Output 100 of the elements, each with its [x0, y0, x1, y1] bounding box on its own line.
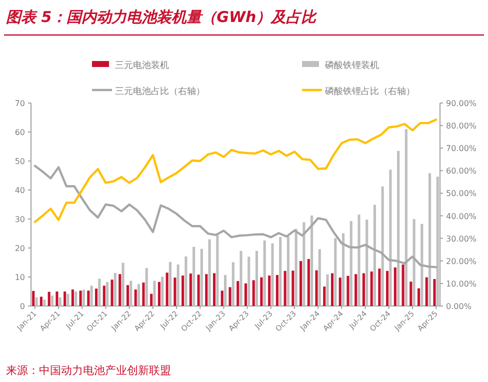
bar	[82, 290, 85, 306]
bar	[48, 292, 50, 306]
bar	[373, 204, 376, 306]
bar	[425, 277, 428, 306]
bar	[166, 272, 168, 306]
chart-title: 图表 5：国内动力电池装机量（GWh）及占比	[6, 8, 318, 26]
bar	[397, 150, 400, 306]
bar	[134, 289, 137, 306]
bar	[205, 274, 208, 306]
bar	[40, 296, 42, 306]
bar	[66, 294, 70, 306]
bar	[263, 240, 266, 306]
bar	[330, 273, 334, 306]
bar	[428, 173, 432, 306]
bar	[98, 278, 101, 306]
bar	[174, 278, 176, 306]
bar	[122, 262, 124, 306]
bar	[284, 270, 286, 306]
bar	[182, 276, 184, 306]
bar	[292, 270, 294, 306]
bar	[118, 274, 122, 306]
bar	[90, 286, 93, 306]
bar	[279, 236, 282, 306]
bar	[255, 250, 258, 306]
bar	[35, 297, 38, 306]
bar	[106, 282, 109, 306]
bar	[208, 239, 211, 306]
bar	[197, 274, 200, 306]
bar	[216, 234, 219, 306]
bar	[153, 280, 156, 306]
bar	[50, 296, 54, 306]
bar	[168, 262, 172, 306]
bar	[137, 284, 140, 306]
bar	[32, 290, 35, 306]
bar	[300, 261, 302, 306]
y-tick-label: 30	[14, 215, 25, 224]
bar	[338, 278, 342, 306]
bar	[252, 280, 255, 306]
y-tick-label: 50	[14, 157, 25, 166]
bar	[334, 238, 337, 306]
bar	[142, 282, 145, 306]
bar	[410, 282, 412, 306]
bar	[381, 186, 384, 306]
bar	[412, 219, 416, 306]
bar	[394, 267, 396, 306]
bar	[150, 294, 153, 306]
bar	[130, 280, 132, 306]
bar	[402, 264, 404, 306]
bar	[260, 277, 263, 306]
bar	[358, 214, 360, 306]
bar	[158, 282, 160, 306]
legend-label: 三元电池占比（右轴）	[115, 86, 205, 97]
bar	[433, 279, 436, 306]
y2-tick-label: 80.00%	[446, 122, 477, 131]
y2-tick-label: 30.00%	[446, 234, 477, 244]
y-tick-label: 0	[20, 302, 25, 311]
y2-tick-label: 10.00%	[446, 279, 477, 288]
bar	[240, 250, 242, 306]
y2-tick-label: 60.00%	[446, 166, 477, 176]
bar	[436, 176, 439, 306]
y2-tick-label: 20.00%	[446, 256, 477, 266]
bar	[189, 274, 192, 306]
legend-label: 三元电池装机	[115, 60, 169, 71]
line-series	[34, 164, 438, 268]
bar	[346, 276, 350, 306]
y-tick-label: 60	[14, 128, 25, 137]
bar	[315, 270, 318, 306]
bar	[350, 221, 352, 306]
bar	[244, 283, 247, 306]
bar	[64, 292, 66, 306]
bar	[184, 256, 188, 306]
bar	[87, 290, 90, 306]
y2-tick-label: 40.00%	[446, 212, 477, 221]
line-series	[34, 118, 438, 223]
bar	[286, 236, 290, 306]
y2-tick-label: 50.00%	[446, 189, 477, 198]
bar	[110, 280, 114, 306]
bar	[200, 248, 203, 306]
bar	[362, 273, 365, 306]
bar	[302, 222, 306, 306]
y-tick-label: 10	[14, 273, 25, 282]
bar	[192, 246, 196, 306]
bar	[56, 292, 58, 306]
bar	[417, 288, 420, 306]
bar	[102, 286, 106, 306]
bar	[326, 274, 329, 306]
bar	[268, 276, 271, 306]
y-tick-label: 20	[14, 244, 25, 253]
source-note: 来源：中国动力电池产业创新联盟	[6, 364, 171, 377]
bar	[276, 274, 278, 306]
bar	[79, 290, 82, 306]
bar	[354, 274, 358, 306]
bar	[74, 292, 78, 306]
bar	[95, 288, 98, 306]
bar	[386, 270, 389, 306]
bar	[310, 216, 314, 306]
bar	[271, 243, 274, 306]
bar	[161, 276, 164, 306]
bar	[294, 228, 298, 306]
y-tick-label: 70	[14, 99, 25, 108]
